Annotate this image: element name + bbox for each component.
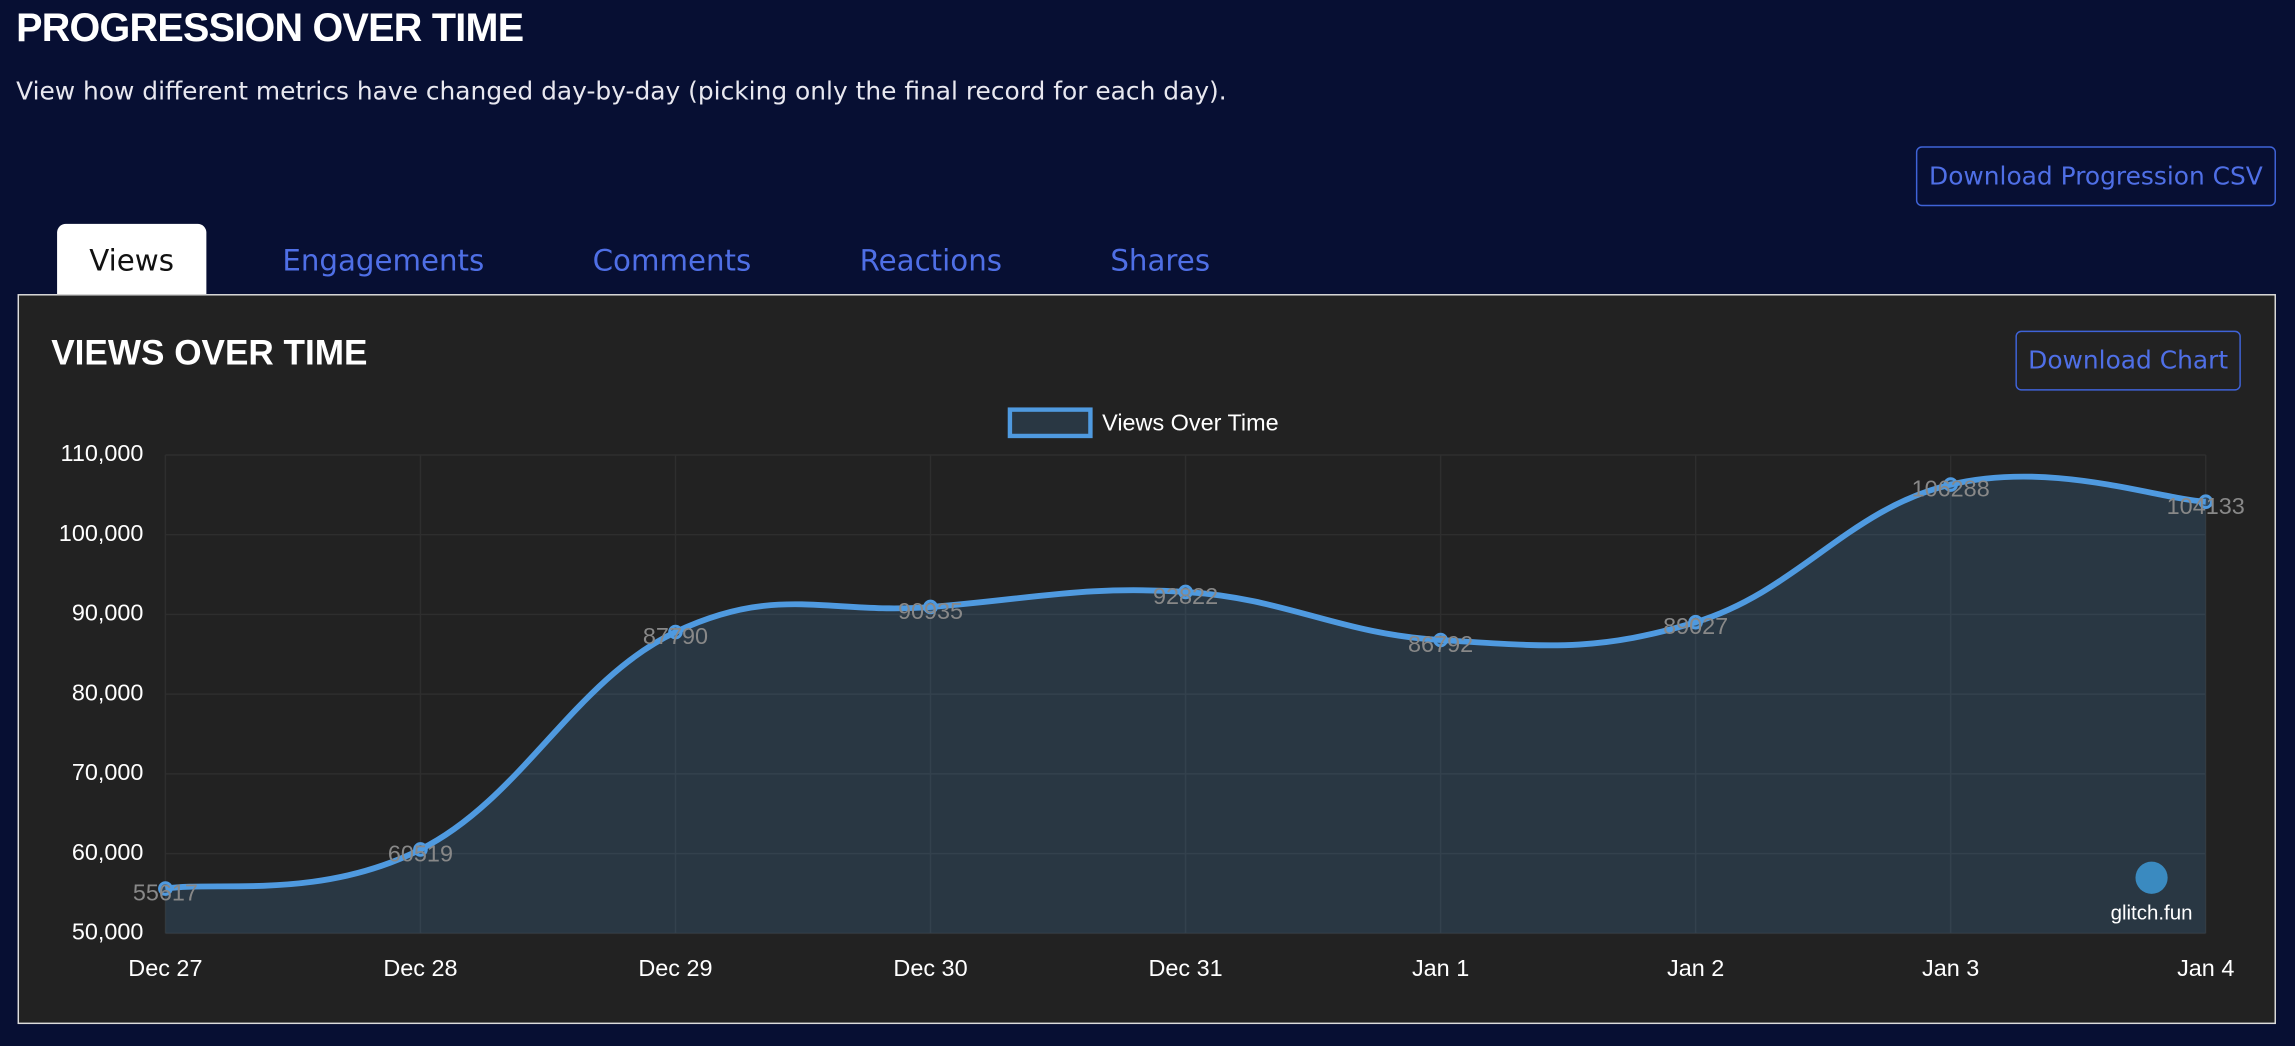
legend-swatch bbox=[1007, 407, 1093, 439]
x-tick-label: Jan 3 bbox=[1922, 955, 1979, 981]
download-csv-button[interactable]: Download Progression CSV bbox=[1915, 146, 2276, 207]
point bbox=[1178, 584, 1193, 600]
y-tick-label: 70,000 bbox=[72, 759, 144, 785]
data-label: 106288 bbox=[1912, 476, 1990, 502]
x-tick-label: Dec 29 bbox=[638, 955, 712, 981]
data-label: 90935 bbox=[898, 598, 963, 624]
data-label: 86792 bbox=[1408, 631, 1473, 657]
data-label: 55617 bbox=[133, 880, 198, 906]
y-tick-label: 100,000 bbox=[59, 520, 144, 546]
y-tick-label: 60,000 bbox=[72, 839, 144, 865]
tab[interactable]: Views bbox=[57, 223, 207, 295]
data-label: 92822 bbox=[1153, 583, 1218, 609]
page-title: PROGRESSION OVER TIME bbox=[16, 5, 524, 50]
x-tick-label: Jan 4 bbox=[2177, 955, 2234, 981]
watermark-logo bbox=[2135, 861, 2168, 894]
tab[interactable]: Reactions bbox=[859, 242, 1003, 278]
data-label: 60519 bbox=[388, 841, 453, 867]
data-label: 104133 bbox=[2167, 493, 2245, 519]
chart-title: VIEWS OVER TIME bbox=[51, 333, 368, 374]
legend-label: Views Over Time bbox=[1102, 409, 1279, 435]
point bbox=[413, 842, 428, 857]
tab[interactable]: Shares bbox=[1110, 242, 1211, 278]
x-tick-label: Jan 2 bbox=[1667, 955, 1724, 981]
x-tick-label: Dec 30 bbox=[893, 955, 967, 981]
y-tick-label: 90,000 bbox=[72, 600, 144, 626]
tab[interactable]: Engagements bbox=[282, 242, 485, 278]
y-tick-label: 50,000 bbox=[72, 919, 144, 945]
tab-bar: Views Engagements Comments Reactions Shares bbox=[57, 223, 1264, 295]
x-tick-label: Jan 1 bbox=[1412, 955, 1469, 981]
tab[interactable]: Comments bbox=[592, 242, 752, 278]
y-tick-label: 80,000 bbox=[72, 679, 144, 705]
area bbox=[165, 476, 2206, 934]
point bbox=[1688, 614, 1703, 630]
y-tick-label: 110,000 bbox=[61, 440, 144, 466]
x-tick-label: Dec 31 bbox=[1148, 955, 1222, 981]
line bbox=[164, 473, 2206, 892]
point bbox=[1943, 477, 1958, 492]
page-subtitle: View how different metrics have changed … bbox=[16, 77, 1227, 107]
x-tick-label: Dec 28 bbox=[383, 955, 457, 981]
download-chart-button[interactable]: Download Chart bbox=[2015, 330, 2241, 391]
watermark: glitch.fun bbox=[2111, 902, 2193, 925]
data-label: 89027 bbox=[1663, 613, 1728, 639]
point bbox=[923, 599, 938, 615]
point bbox=[1433, 632, 1448, 648]
point bbox=[158, 881, 173, 896]
x-tick-label: Dec 27 bbox=[128, 955, 202, 981]
chart-panel bbox=[17, 294, 2276, 1025]
point bbox=[668, 624, 683, 640]
point bbox=[2198, 494, 2214, 510]
data-label: 87790 bbox=[643, 623, 708, 649]
